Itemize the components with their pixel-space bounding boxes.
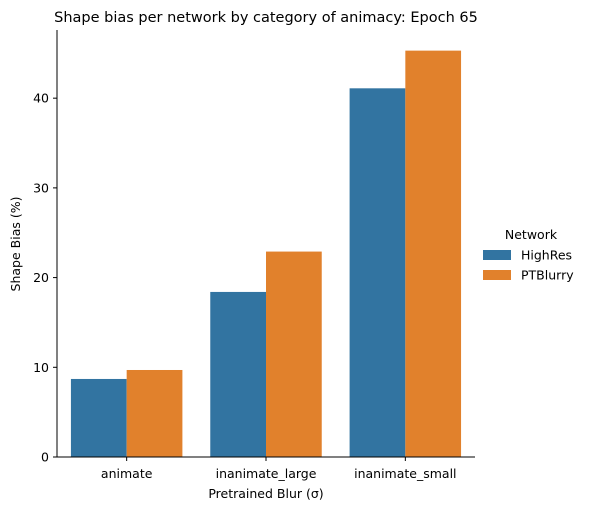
x-tick-label: animate	[101, 466, 153, 481]
y-tick-label: 30	[33, 180, 49, 195]
y-tick-label: 10	[33, 360, 49, 375]
chart-title: Shape bias per network by category of an…	[54, 10, 478, 26]
legend-swatch-HighRes	[483, 250, 511, 260]
legend-label-HighRes: HighRes	[521, 248, 572, 263]
y-tick-label: 40	[33, 91, 49, 106]
legend-label-PTBlurry: PTBlurry	[521, 268, 574, 283]
y-tick-label: 20	[33, 270, 49, 285]
bar-HighRes-animate	[70, 378, 127, 457]
legend-swatch-PTBlurry	[483, 270, 511, 280]
x-tick-label: inanimate_large	[216, 466, 317, 481]
y-axis-label: Shape Bias (%)	[8, 197, 23, 292]
bar-HighRes-inanimate_small	[349, 88, 406, 457]
x-axis-label: Pretrained Blur (σ)	[208, 486, 323, 501]
plot-area: 0 10 20 30 40 animate inanimate_large inanimate…	[33, 30, 475, 481]
bar-PTBlurry-inanimate_small	[405, 50, 462, 457]
legend: Network HighRes PTBlurry	[483, 227, 574, 283]
bar-HighRes-inanimate_large	[210, 291, 266, 457]
bar-PTBlurry-animate	[126, 369, 183, 457]
x-tick-label: inanimate_small	[354, 466, 456, 481]
y-tick-label: 0	[41, 450, 49, 465]
bar-PTBlurry-inanimate_large	[266, 251, 322, 457]
legend-title: Network	[505, 227, 558, 242]
